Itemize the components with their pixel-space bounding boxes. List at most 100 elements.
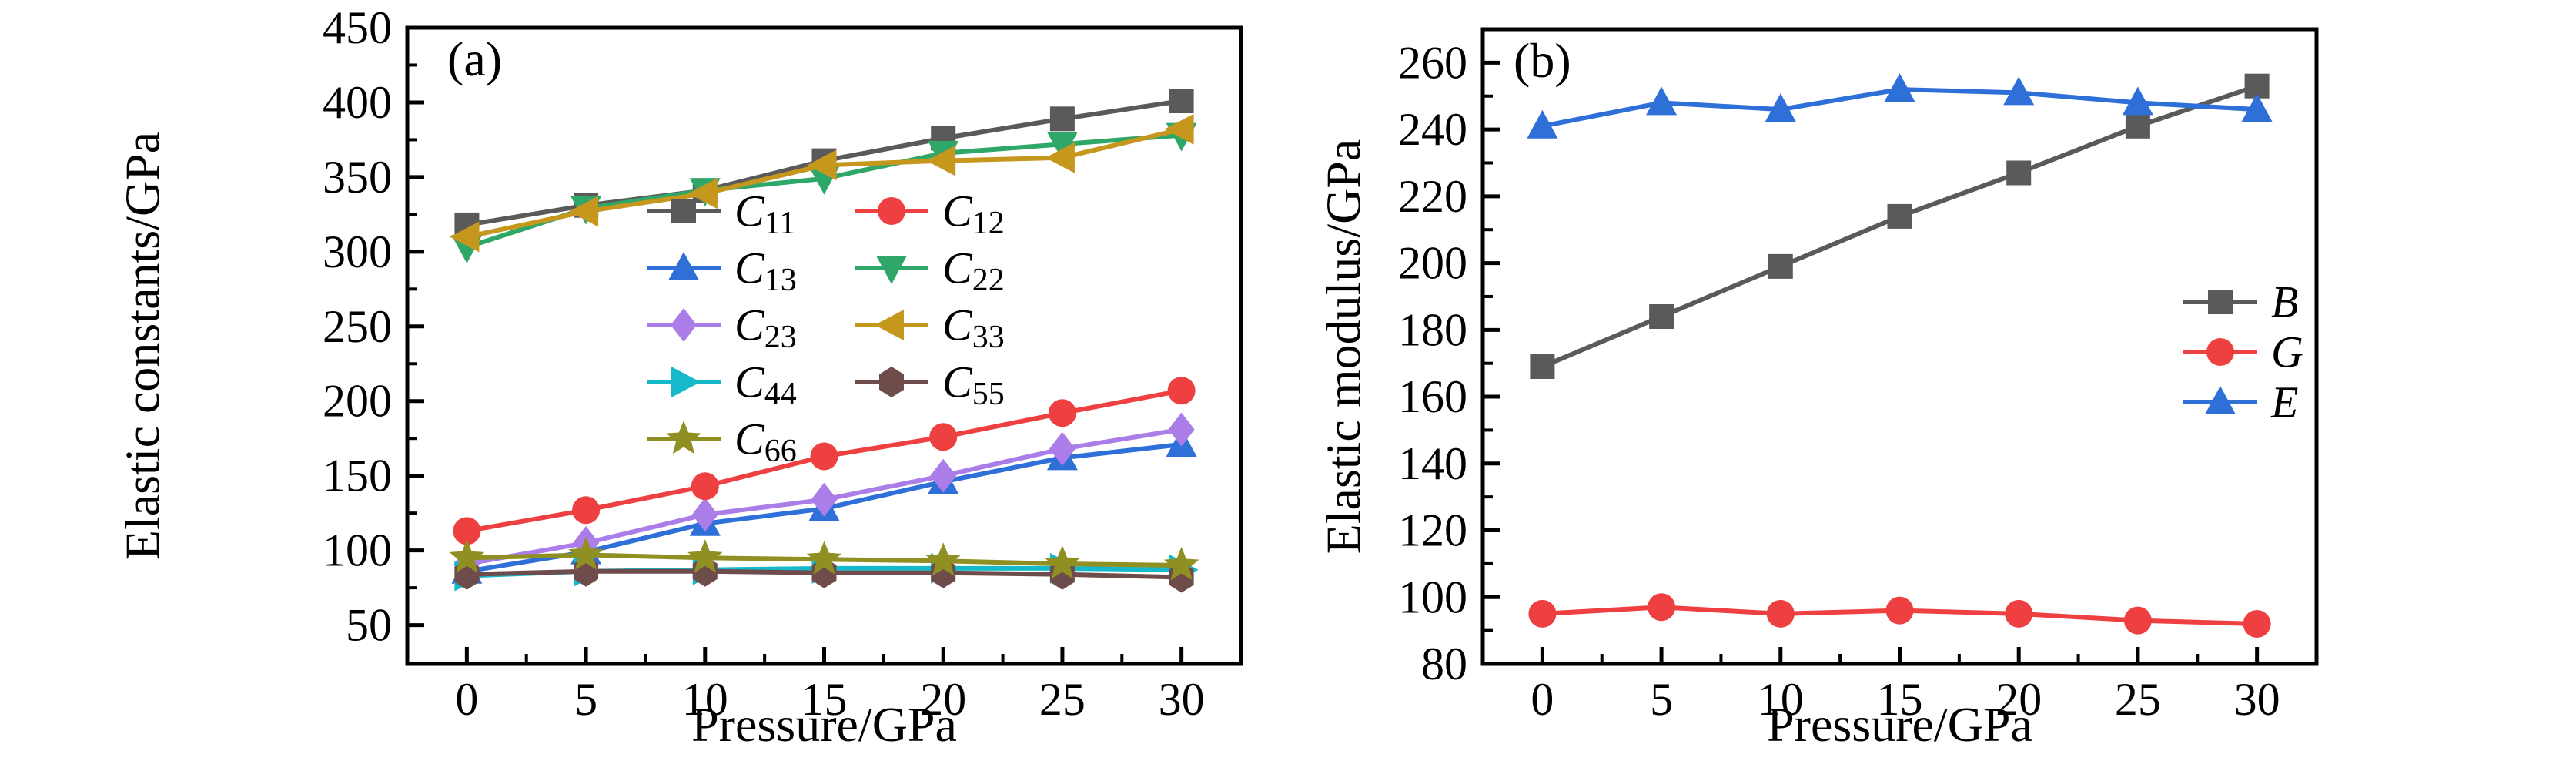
y-tick-label: 400 [323, 77, 392, 128]
x-tick-label: 5 [574, 674, 597, 725]
x-tick-label: 5 [1650, 674, 1673, 725]
y-tick-label: 350 [323, 152, 392, 203]
series-G-marker [1885, 596, 1914, 625]
series-C12-marker [1048, 399, 1076, 427]
series-C12-marker [1167, 377, 1196, 405]
legend-circle-icon [878, 197, 905, 225]
series-C33-marker [926, 145, 956, 176]
series-C11-marker [1169, 89, 1194, 113]
y-tick-label: 100 [1398, 572, 1467, 622]
y-tick-label: 240 [1398, 104, 1467, 155]
series-B-marker [1887, 203, 1912, 229]
series-C33-marker [1045, 142, 1075, 173]
series-E-marker [2122, 86, 2153, 116]
series-B-marker [2125, 113, 2150, 139]
series-C66-marker [806, 541, 842, 575]
legend-label-C66: C66 [734, 414, 797, 470]
series-G-marker [2123, 606, 2152, 635]
series-C33-marker [569, 196, 599, 227]
y-tick-label: 120 [1398, 505, 1467, 556]
series-C12-marker [929, 423, 958, 451]
series-C23-marker [1168, 412, 1195, 447]
series-G-marker [1648, 593, 1676, 622]
chart-panel-b: 0 5 10 15 20 25 30 80 100 120 140 160 180 200 220 240 26… [1316, 27, 2319, 752]
y-tick-label: 220 [1398, 171, 1467, 222]
series-C66-marker [925, 542, 961, 576]
x-tick-label: 30 [2234, 674, 2280, 725]
series-C33-marker [450, 221, 480, 253]
y-tick-label: 300 [323, 226, 392, 277]
y-tick-label: 250 [323, 301, 392, 352]
legend-triangle-right-icon [671, 367, 701, 397]
y-axis-title-a: Elastic constants/GPa [115, 132, 170, 560]
x-tick-label: 20 [1996, 674, 2042, 725]
series-C12-marker [453, 517, 481, 545]
legend-label-C22: C22 [942, 243, 1005, 299]
legend-label-E: E [2270, 377, 2298, 427]
legend-label-C11: C11 [734, 186, 795, 242]
legend-hexagon-icon [879, 367, 904, 397]
plot-frame-b [1480, 27, 2319, 666]
series-G-marker [1766, 599, 1795, 628]
x-axis-title-a: Pressure/GPa [691, 697, 957, 752]
y-tick-label: 140 [1398, 438, 1467, 489]
legend-label-C12: C12 [942, 186, 1005, 242]
series-G-marker [2005, 599, 2033, 628]
series-C33-marker [807, 149, 837, 181]
series-B-marker [1649, 304, 1674, 329]
series-C12-marker [691, 472, 719, 501]
legend-label-C13: C13 [734, 243, 797, 299]
x-tick-label: 0 [1531, 674, 1554, 725]
legend-star-icon [666, 421, 701, 454]
x-tick-label: 25 [2115, 674, 2161, 725]
x-tick-label: 30 [1159, 674, 1205, 725]
y-tick-label: 200 [323, 376, 392, 427]
chart-panel-a: 0 5 10 15 20 25 30 50 100 150 200 250 300 350 400 450 C1… [115, 2, 1243, 752]
series-C66-marker [687, 539, 723, 573]
y-tick-label: 80 [1421, 639, 1467, 689]
series-C33-marker [1164, 113, 1194, 145]
legend-label-B: B [2271, 277, 2298, 327]
legend-label-C55: C55 [942, 357, 1005, 413]
legend-triangle-down-icon [876, 256, 907, 284]
series-E-marker [2003, 76, 2035, 106]
legend-triangle-up-icon [668, 252, 699, 280]
series-B-marker [1768, 253, 1793, 279]
legend-square-icon [671, 199, 696, 223]
x-tick-label: 10 [1758, 674, 1804, 725]
series-C12-marker [572, 496, 601, 525]
y-tick-label: 180 [1398, 304, 1467, 355]
legend-label-C23: C23 [734, 300, 797, 356]
x-tick-label: 10 [682, 674, 728, 725]
y-tick-label: 150 [323, 451, 392, 501]
series-C12-marker [810, 442, 838, 471]
panel-label-a: (a) [447, 32, 502, 86]
series-E-marker [1884, 73, 1915, 102]
series-E-marker [1527, 109, 1558, 139]
y-axis-title-b: Elastic modulus/GPa [1316, 139, 1371, 555]
x-tick-label: 15 [1877, 674, 1923, 725]
series-B-marker [1530, 354, 1555, 379]
series-C33-marker [687, 178, 718, 209]
legend-square-icon [2208, 290, 2233, 314]
y-tick-label: 100 [323, 525, 392, 576]
x-tick-label: 0 [455, 674, 478, 725]
x-axis-title-b: Pressure/GPa [1767, 697, 2032, 752]
series-C23-marker [811, 482, 838, 517]
series-C66-marker [449, 539, 485, 573]
series-C66-marker [1045, 545, 1080, 579]
y-tick-label: 50 [346, 600, 392, 651]
x-tick-label: 15 [801, 674, 848, 725]
series-C22-marker [1046, 132, 1078, 161]
series-G-marker [1528, 599, 1557, 628]
legend-triangle-up-icon [2205, 386, 2236, 414]
series-C66-marker [568, 536, 604, 570]
series-B-marker [2006, 160, 2032, 186]
y-tick-label: 160 [1398, 371, 1467, 422]
series-E-marker [1646, 86, 1678, 116]
legend-label-C33: C33 [942, 300, 1005, 356]
legend-label-G: G [2271, 327, 2303, 377]
x-tick-label: 20 [920, 674, 966, 725]
legend-label-C44: C44 [734, 357, 797, 413]
